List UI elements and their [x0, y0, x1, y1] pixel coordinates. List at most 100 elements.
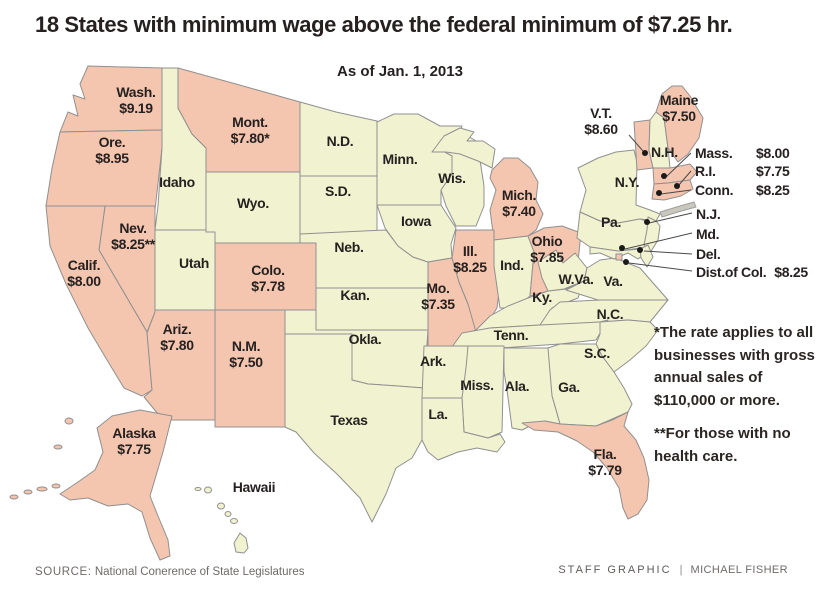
- state-shape-sc: [595, 319, 659, 373]
- state-label-texas: Texas: [330, 412, 368, 429]
- state-label-wyo: Wyo.: [237, 195, 269, 212]
- state-shape-md: [589, 246, 647, 260]
- state-label-fla: Fla. $7.79: [588, 446, 622, 478]
- callout-line-del: [643, 250, 693, 255]
- state-label-ore: Ore. $8.95: [95, 134, 129, 166]
- hawaii-island-2: [204, 486, 212, 494]
- callout-label-conn: Conn. $8.25: [695, 182, 790, 198]
- state-label-ark: Ark.: [419, 353, 447, 370]
- state-label-calif: Calif. $8.00: [67, 257, 101, 289]
- page-title: 18 States with minimum wage above the fe…: [35, 12, 733, 37]
- callout-label-md: Md.: [696, 226, 720, 242]
- state-shape-la: [421, 397, 506, 461]
- credit-line: STAFF GRAPHIC | MICHAEL FISHER: [558, 564, 788, 576]
- state-label-ala: Ala.: [504, 378, 530, 395]
- state-shape-mich: [489, 157, 544, 241]
- state-shape-maine: [655, 85, 704, 163]
- state-label-utah: Utah: [179, 255, 209, 272]
- aleutian-island-3: [36, 486, 48, 492]
- state-label-tenn: Tenn.: [493, 327, 529, 344]
- state-label-wva: W.Va.: [558, 271, 594, 288]
- hawaii-island-3: [217, 502, 225, 510]
- state-label-va: Va.: [603, 273, 623, 290]
- state-shape-conn-ri: [651, 179, 694, 201]
- state-label-nev: Nev. $8.25**: [111, 220, 155, 252]
- hawaii-island-4: [224, 511, 232, 517]
- state-label-pa: Pa.: [600, 214, 622, 231]
- state-label-nh: N.H.: [651, 144, 678, 161]
- state-label-iowa: Iowa: [401, 213, 431, 230]
- marker-dot-md: [619, 245, 625, 251]
- long-island-shape: [659, 201, 697, 218]
- state-label-nc: N.C.: [596, 306, 624, 323]
- state-label-mo: Mo. $7.35: [421, 280, 455, 312]
- marker-dot-nj: [644, 219, 650, 225]
- state-label-ga: Ga.: [558, 379, 580, 396]
- marker-dot-del: [637, 247, 643, 253]
- state-shape-alaska: [59, 409, 173, 561]
- marker-dot-conn: [656, 190, 662, 196]
- aleutian-island-6: [53, 444, 63, 450]
- callout-label-mass: Mass. $8.00: [695, 145, 790, 161]
- state-shape-fla: [521, 411, 650, 520]
- footnotes: *The rate applies to all businesses with…: [654, 322, 816, 479]
- state-label-okla: Okla.: [348, 331, 382, 348]
- state-label-ariz: Ariz. $7.80: [160, 321, 194, 353]
- state-label-hawaii: Hawaii: [232, 479, 276, 496]
- state-label-maine: Maine $7.50: [659, 92, 699, 124]
- state-shape-ark: [421, 345, 469, 399]
- state-label-ny: N.Y.: [614, 174, 640, 191]
- state-shape-del: [639, 244, 654, 268]
- callout-label-del: Del.: [696, 246, 721, 262]
- map-subtitle: As of Jan. 1, 2013: [337, 63, 463, 80]
- state-label-ill: Ill. $8.25: [453, 243, 487, 275]
- state-shape-dc: [615, 253, 623, 261]
- credit-author: MICHAEL FISHER: [690, 564, 788, 576]
- footnote-double-asterisk: **For those with no health care.: [654, 425, 791, 465]
- callout-line-dc: [628, 262, 693, 272]
- state-label-ky: Ky.: [532, 289, 552, 306]
- callout-line-md: [624, 232, 693, 250]
- aleutian-island-1: [9, 494, 19, 500]
- source-line: SOURCE: National Conerence of State Legi…: [35, 566, 305, 578]
- hawaii-island-big: [233, 532, 249, 554]
- source-text: National Conerence of State Legislatures: [94, 566, 305, 578]
- aleutian-island-2: [23, 489, 33, 495]
- state-label-ind: Ind.: [500, 257, 524, 274]
- state-label-sc: S.C.: [583, 345, 611, 362]
- state-label-ohio: Ohio $7.85: [530, 233, 564, 265]
- callout-line-nj: [648, 212, 693, 224]
- state-label-wis: Wis.: [438, 170, 466, 187]
- state-label-kan: Kan.: [340, 287, 370, 304]
- state-label-nm: N.M. $7.50: [229, 338, 263, 370]
- hawaii-island-5: [230, 518, 238, 524]
- state-label-vt: V.T. $8.60: [584, 105, 618, 137]
- source-prefix: SOURCE:: [35, 566, 92, 578]
- marker-dot-nh: [642, 150, 648, 156]
- marker-dot-dc: [623, 259, 629, 265]
- marker-dot-ri: [674, 183, 680, 189]
- state-shape-calif: [45, 205, 153, 397]
- state-shape-texas: [284, 333, 425, 523]
- callout-line-ri: [677, 170, 692, 187]
- state-shape-kan: [315, 287, 433, 331]
- state-label-minn: Minn.: [382, 151, 418, 168]
- state-shape-mich-up: [431, 127, 496, 169]
- callout-line-mass: [665, 152, 692, 178]
- footnote-asterisk: *The rate applies to all businesses with…: [654, 324, 815, 409]
- state-label-wash: Wash. $9.19: [116, 84, 156, 116]
- state-label-alaska: Alaska $7.75: [112, 425, 156, 457]
- callout-line-conn: [660, 189, 692, 195]
- state-label-mont: Mont. $7.80*: [230, 114, 270, 146]
- state-label-colo: Colo. $7.78: [251, 262, 285, 294]
- state-label-la: La.: [428, 406, 448, 423]
- state-label-idaho: Idaho: [159, 174, 195, 191]
- callout-label-nj: N.J.: [696, 206, 721, 222]
- state-label-miss: Miss.: [460, 377, 494, 394]
- state-label-nd: N.D.: [326, 133, 354, 150]
- aleutian-island-5: [64, 417, 74, 425]
- marker-dot-mass: [661, 173, 667, 179]
- callout-label-dc: Dist.of Col. $8.25: [696, 264, 808, 280]
